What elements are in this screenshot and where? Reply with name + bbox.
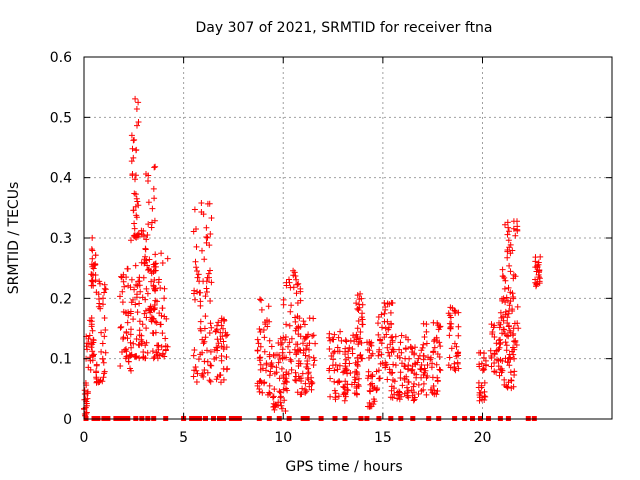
scatter-cluster-25 (487, 319, 506, 379)
y-tick-label: 0 (63, 412, 72, 428)
axes: 0 5 10 15 20 0 0.1 0.2 0.3 0.4 0.5 0.6 (50, 50, 612, 446)
chart-title: Day 307 of 2021, SRMTID for receiver ftn… (195, 20, 492, 36)
grid-lines (84, 57, 612, 419)
scatter-cluster-21 (404, 343, 428, 404)
x-tick-label: 0 (80, 430, 89, 446)
scatter-cluster-13 (280, 267, 304, 386)
scatter-cluster-7 (142, 163, 159, 325)
scatter-cluster-8 (148, 250, 171, 362)
scatter-cluster-6 (128, 95, 142, 241)
y-tick-label: 0.1 (50, 352, 72, 368)
plot-frame (83, 56, 613, 420)
x-tick-label: 15 (374, 430, 392, 446)
scatter-cluster-15 (326, 328, 350, 404)
scatter-cluster-22 (420, 319, 444, 398)
scatter-cluster-23 (445, 304, 462, 374)
scatter-cluster-3 (93, 278, 109, 386)
x-tick-label: 10 (274, 430, 292, 446)
scatter-cluster-5 (127, 227, 151, 362)
scatter-cluster-12 (268, 334, 291, 414)
scatter-cluster-14 (292, 315, 319, 398)
scatter-cluster-10 (211, 315, 231, 386)
scatter-cluster-24 (475, 349, 489, 404)
y-tick-label: 0.5 (50, 110, 72, 126)
scatter-cluster-27 (499, 218, 522, 349)
scatter-cluster-19 (374, 299, 396, 392)
y-axis-label: SRMTID / TECUs (6, 182, 22, 295)
x-tick-label: 20 (474, 430, 492, 446)
scatter-cluster-4 (117, 265, 135, 374)
scatter-cluster-17 (352, 290, 366, 362)
x-axis-label: GPS time / hours (285, 459, 402, 475)
y-tick-label: 0.2 (50, 291, 72, 307)
data-points (81, 95, 544, 419)
y-tick-label: 0.4 (50, 171, 72, 187)
scatter-cluster-1 (83, 315, 97, 373)
scatter-cluster-16 (342, 332, 362, 398)
scatter-cluster-9 (190, 200, 215, 385)
scatter-cluster-0 (81, 380, 91, 419)
y-tick-label: 0.6 (50, 50, 72, 66)
y-tick-label: 0.3 (50, 231, 72, 247)
scatter-cluster-2 (88, 234, 99, 289)
scatter-cluster-11 (254, 296, 275, 398)
scatter-cluster-26 (497, 295, 518, 392)
scatter-cluster-28 (532, 253, 544, 290)
x-tick-label: 5 (179, 430, 188, 446)
